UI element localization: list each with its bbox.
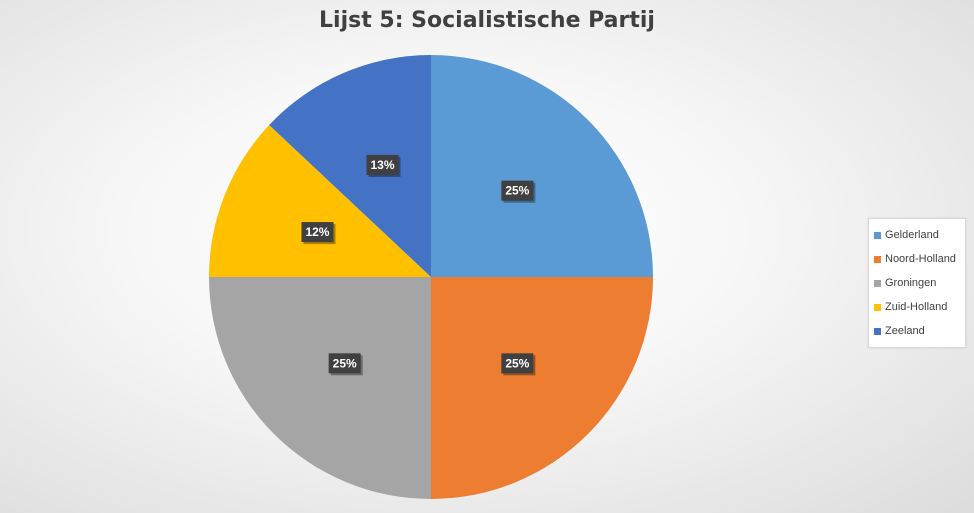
chart-title: Lijst 5: Socialistische Partij	[319, 8, 655, 33]
legend-swatch	[874, 279, 881, 287]
data-label-zeeland: 13%	[366, 154, 401, 177]
legend-label: Gelderland	[885, 229, 939, 241]
svg-text:13%: 13%	[370, 158, 394, 172]
data-label-groningen: 25%	[328, 353, 363, 376]
legend-item-zuid-holland: Zuid-Holland	[869, 295, 965, 319]
data-label-zuid-holland: 12%	[301, 222, 336, 245]
legend-swatch	[874, 303, 881, 311]
legend-label: Groningen	[885, 277, 937, 289]
legend-label: Zuid-Holland	[885, 301, 948, 313]
data-label-noord-holland: 25%	[501, 353, 536, 376]
legend: Gelderland Noord-Holland Groningen Zuid-Hol…	[868, 218, 966, 348]
legend-swatch	[874, 255, 881, 263]
pie-slice-noord-holland	[431, 277, 653, 499]
legend-item-noord-holland: Noord-Holland	[869, 247, 965, 271]
svg-text:25%: 25%	[505, 356, 529, 370]
legend-swatch	[874, 327, 881, 335]
legend-item-gelderland: Gelderland	[869, 223, 965, 247]
svg-text:12%: 12%	[305, 225, 329, 239]
pie-slice-groningen	[209, 277, 431, 499]
svg-text:25%: 25%	[505, 184, 529, 198]
legend-item-groningen: Groningen	[869, 271, 965, 295]
data-label-gelderland: 25%	[501, 180, 536, 203]
pie-slice-zuid-holland	[209, 125, 431, 277]
pie-slice-zeeland	[269, 55, 431, 277]
svg-text:25%: 25%	[333, 356, 357, 370]
pie-slice-gelderland	[431, 55, 653, 277]
legend-label: Noord-Holland	[885, 253, 956, 265]
legend-item-zeeland: Zeeland	[869, 319, 965, 343]
legend-label: Zeeland	[885, 325, 925, 337]
legend-swatch	[874, 231, 881, 239]
